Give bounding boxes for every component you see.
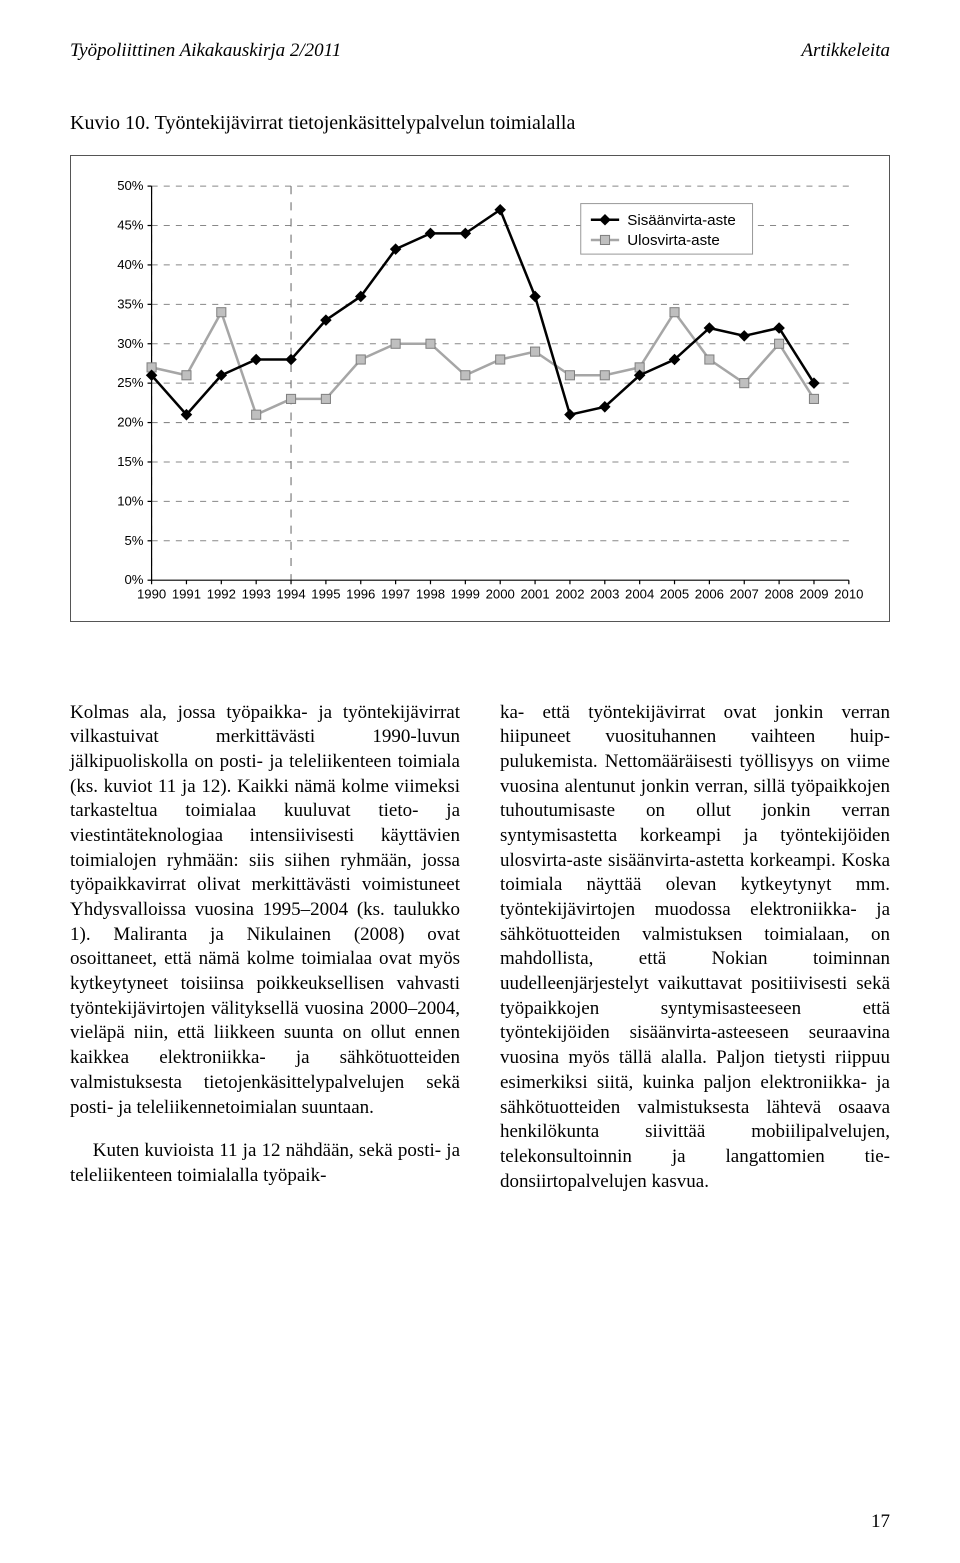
svg-text:2000: 2000 bbox=[486, 586, 515, 601]
page-number: 17 bbox=[70, 1511, 890, 1533]
svg-text:50%: 50% bbox=[117, 178, 144, 193]
figure-caption: Kuvio 10. Työntekijävirrat tietojenkäsit… bbox=[70, 112, 890, 135]
svg-text:2004: 2004 bbox=[625, 586, 654, 601]
svg-text:30%: 30% bbox=[117, 336, 144, 351]
svg-text:Sisäänvirta-aste: Sisäänvirta-aste bbox=[627, 212, 736, 229]
svg-text:1992: 1992 bbox=[207, 586, 236, 601]
svg-text:Ulosvirta-aste: Ulosvirta-aste bbox=[627, 232, 720, 249]
column-left: Kolmas ala, jossa työpaikka- ja työnteki… bbox=[70, 682, 460, 1497]
svg-text:2005: 2005 bbox=[660, 586, 689, 601]
svg-text:2007: 2007 bbox=[730, 586, 759, 601]
svg-text:1999: 1999 bbox=[451, 586, 480, 601]
svg-text:1997: 1997 bbox=[381, 586, 410, 601]
svg-text:25%: 25% bbox=[117, 375, 144, 390]
svg-text:15%: 15% bbox=[117, 454, 144, 469]
body-paragraph: Kuten kuvioista 11 ja 12 nähdään, sekä p… bbox=[70, 1139, 460, 1188]
svg-text:2010: 2010 bbox=[834, 586, 863, 601]
section-title: Artikkeleita bbox=[801, 40, 890, 62]
body-paragraph: ka- että työntekijävirrat ovat jonkin ve… bbox=[500, 701, 890, 1195]
svg-text:35%: 35% bbox=[117, 296, 144, 311]
svg-text:5%: 5% bbox=[125, 533, 144, 548]
svg-text:2008: 2008 bbox=[765, 586, 794, 601]
body-paragraph: Kolmas ala, jossa työpaikka- ja työnteki… bbox=[70, 701, 460, 1121]
svg-text:1991: 1991 bbox=[172, 586, 201, 601]
line-chart: 0% 5% 10% 15% 20% 25% 30% 35% 40% 45% 50% 1990 1991 1… bbox=[96, 176, 864, 611]
running-head: Työpoliittinen Aikakauskirja 2/2011 Arti… bbox=[70, 40, 890, 62]
svg-text:2002: 2002 bbox=[555, 586, 584, 601]
svg-text:2006: 2006 bbox=[695, 586, 724, 601]
svg-text:2001: 2001 bbox=[520, 586, 549, 601]
svg-text:2009: 2009 bbox=[799, 586, 828, 601]
body-columns: Kolmas ala, jossa työpaikka- ja työnteki… bbox=[70, 682, 890, 1497]
svg-text:1994: 1994 bbox=[276, 586, 305, 601]
svg-text:2003: 2003 bbox=[590, 586, 619, 601]
column-right: ka- että työntekijävirrat ovat jonkin ve… bbox=[500, 682, 890, 1497]
svg-text:1998: 1998 bbox=[416, 586, 445, 601]
svg-text:40%: 40% bbox=[117, 257, 144, 272]
svg-text:1996: 1996 bbox=[346, 586, 375, 601]
svg-text:1993: 1993 bbox=[242, 586, 271, 601]
journal-title: Työpoliittinen Aikakauskirja 2/2011 bbox=[70, 40, 341, 62]
chart-container: 0% 5% 10% 15% 20% 25% 30% 35% 40% 45% 50% 1990 1991 1… bbox=[70, 155, 890, 622]
svg-text:10%: 10% bbox=[117, 493, 144, 508]
svg-text:20%: 20% bbox=[117, 415, 144, 430]
svg-text:1995: 1995 bbox=[311, 586, 340, 601]
svg-text:45%: 45% bbox=[117, 218, 144, 233]
svg-text:1990: 1990 bbox=[137, 586, 166, 601]
svg-text:0%: 0% bbox=[125, 572, 144, 587]
